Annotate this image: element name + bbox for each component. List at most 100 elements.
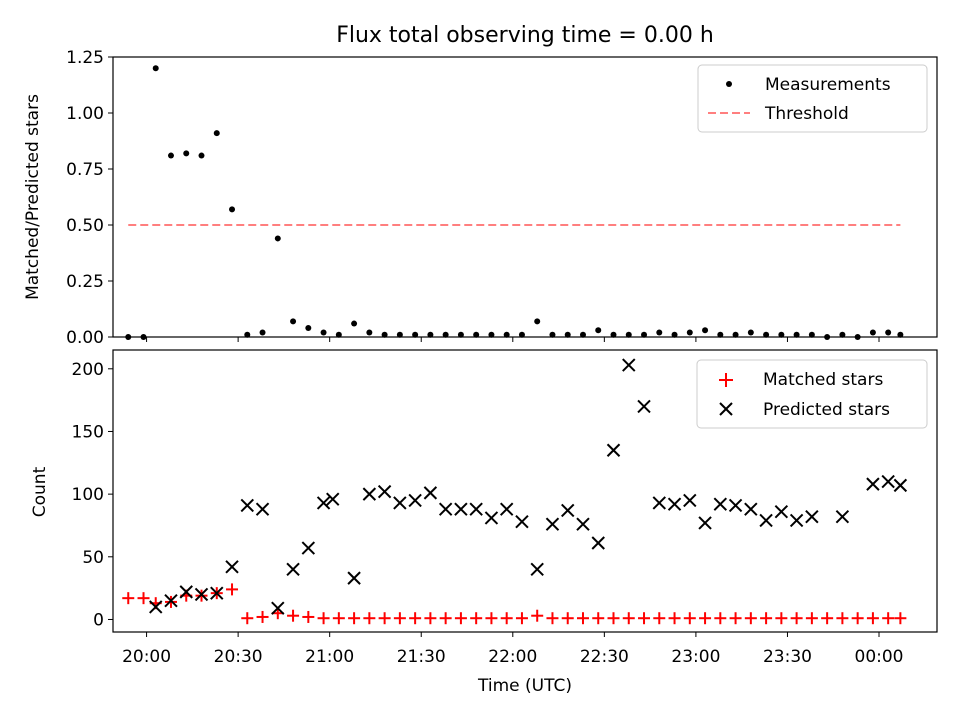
top-y-tick-label: 0.25 — [66, 272, 104, 292]
measurement-point — [351, 320, 358, 327]
bottom-y-tick-label: 0 — [93, 610, 104, 630]
bottom-x-tick-label: 22:00 — [488, 647, 537, 667]
measurement-point — [808, 331, 815, 338]
predicted-stars-point — [210, 586, 224, 600]
top-y-tick-label: 0.00 — [66, 328, 104, 348]
matched-stars-point — [836, 612, 849, 625]
measurement-point — [671, 331, 678, 338]
matched-stars-point — [668, 612, 681, 625]
top-y-tick-label: 0.50 — [66, 216, 104, 236]
predicted-stars-mark-b — [698, 516, 712, 530]
measurement-point — [335, 331, 342, 338]
predicted-stars-mark-b — [576, 517, 590, 531]
matched-stars-point — [137, 592, 150, 605]
predicted-stars-point — [286, 562, 300, 577]
predicted-stars-mark-b — [759, 513, 773, 528]
predicted-stars-point — [225, 560, 239, 574]
measurement-point — [274, 235, 281, 242]
predicted-stars-point — [179, 585, 193, 599]
predicted-stars-point — [515, 514, 529, 529]
measurement-point — [763, 331, 770, 338]
matched-stars-point — [821, 612, 834, 625]
predicted-stars-point — [576, 517, 590, 531]
predicted-stars-mark-b — [591, 536, 605, 550]
legend-measurements-marker — [726, 81, 732, 87]
measurement-point — [885, 329, 892, 336]
top-panel: Flux total observing time = 0.00 h Match… — [23, 23, 938, 348]
measurement-point — [686, 329, 693, 336]
predicted-stars-mark-b — [255, 502, 270, 516]
measurement-point — [259, 329, 266, 336]
predicted-stars-point — [774, 504, 789, 519]
measurement-point — [579, 331, 586, 338]
predicted-stars-point — [835, 509, 850, 524]
predicted-stars-mark-b — [835, 509, 850, 524]
predicted-stars-mark-b — [789, 513, 804, 528]
predicted-stars-mark-b — [683, 493, 697, 508]
predicted-stars-point — [530, 562, 544, 577]
measurement-point — [198, 152, 205, 159]
predicted-stars-point — [377, 484, 392, 499]
matched-stars-point — [546, 612, 559, 625]
measurement-point — [717, 331, 724, 338]
predicted-stars-mark-b — [347, 571, 361, 585]
measurement-point — [152, 65, 159, 72]
predicted-stars-point — [347, 571, 361, 585]
predicted-stars-point — [591, 536, 605, 550]
bottom-legend-box — [696, 359, 928, 429]
matched-stars-point — [439, 612, 452, 625]
measurement-point — [656, 329, 663, 336]
bottom-y-tick-label: 200 — [72, 360, 104, 380]
matched-stars-point — [122, 592, 135, 605]
predicted-stars-mark-b — [561, 503, 575, 518]
matched-stars-point — [561, 612, 574, 625]
predicted-stars-mark-b — [286, 562, 300, 577]
matched-stars-point — [485, 612, 498, 625]
predicted-stars-mark-b — [210, 586, 224, 600]
matched-stars-point — [683, 612, 696, 625]
predicted-stars-point — [194, 587, 209, 602]
bottom-x-tick-label: 21:30 — [397, 647, 446, 667]
predicted-stars-point — [805, 509, 819, 524]
predicted-stars-point — [698, 516, 712, 530]
predicted-stars-point — [744, 502, 758, 516]
predicted-stars-point — [652, 496, 666, 510]
predicted-stars-mark-b — [225, 560, 239, 574]
top-y-tick-label: 1.00 — [66, 104, 104, 124]
measurement-point — [702, 327, 709, 334]
predicted-stars-point — [545, 517, 560, 531]
predicted-stars-mark-b — [893, 478, 908, 493]
predicted-stars-mark-b — [545, 517, 560, 531]
matched-stars-point — [409, 612, 422, 625]
bottom-y-axis-label: Count — [30, 466, 50, 517]
matched-stars-point — [424, 612, 437, 625]
predicted-stars-mark-b — [713, 497, 728, 511]
predicted-stars-mark-b — [408, 493, 422, 508]
matched-stars-point — [805, 612, 818, 625]
measurement-point — [381, 331, 388, 338]
matched-stars-point — [622, 612, 635, 625]
predicted-stars-mark-b — [164, 593, 178, 608]
predicted-stars-mark-b — [667, 497, 682, 511]
predicted-stars-mark-b — [652, 496, 666, 510]
matched-stars-point — [851, 612, 864, 625]
predicted-stars-point — [759, 513, 773, 528]
measurement-point — [793, 331, 800, 338]
predicted-stars-mark-b — [316, 496, 331, 510]
predicted-stars-point — [667, 497, 682, 511]
predicted-stars-mark-b — [499, 502, 514, 516]
top-plot-area: 0.00 0.25 0.50 0.75 1.00 1.25 — [66, 48, 904, 348]
predicted-stars-mark-b — [805, 509, 819, 524]
matched-stars-point — [332, 612, 345, 625]
measurement-point — [732, 331, 739, 338]
measurement-point — [778, 331, 785, 338]
top-y-tick-label: 0.75 — [66, 160, 104, 180]
predicted-stars-point — [637, 399, 651, 414]
predicted-stars-mark-b — [515, 514, 529, 529]
measurement-point — [366, 329, 373, 336]
predicted-stars-point — [713, 497, 728, 511]
matched-stars-point — [866, 612, 879, 625]
predicted-stars-point — [499, 502, 514, 516]
measurement-point — [625, 331, 632, 338]
